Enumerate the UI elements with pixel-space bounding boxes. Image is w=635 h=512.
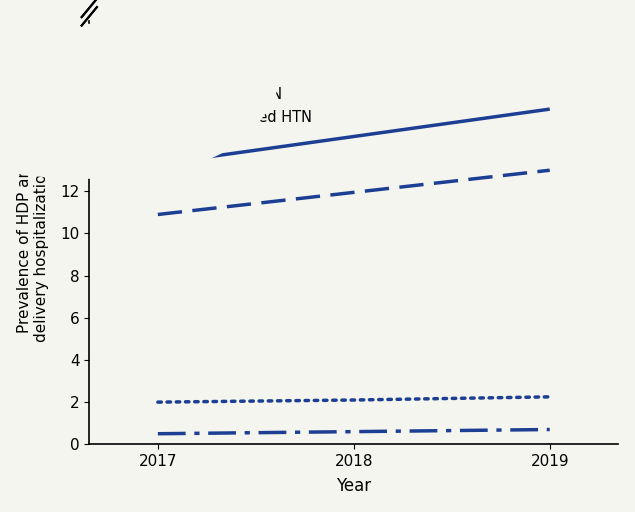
- Chronic HTN: [546, 394, 554, 400]
- PAH: [154, 211, 162, 218]
- Legend: Any HDP, PAH, Chronic HTN, Unspecified HTN: Any HDP, PAH, Chronic HTN, Unspecified H…: [139, 38, 317, 129]
- PAH: [350, 189, 358, 196]
- Y-axis label: Prevalence of HDP among
delivery hospitalizations (%): Prevalence of HDP among delivery hospita…: [17, 125, 49, 342]
- Line: Chronic HTN: Chronic HTN: [158, 397, 550, 402]
- PAH: [546, 167, 554, 173]
- Any HDP: [350, 134, 358, 140]
- Line: Any HDP: Any HDP: [158, 109, 550, 164]
- Line: Unspecified HTN: Unspecified HTN: [158, 430, 550, 434]
- Unspecified HTN: [350, 429, 358, 435]
- Line: PAH: PAH: [158, 170, 550, 215]
- Any HDP: [154, 161, 162, 167]
- Unspecified HTN: [546, 426, 554, 433]
- X-axis label: Year: Year: [337, 477, 371, 495]
- Any HDP: [546, 106, 554, 112]
- Unspecified HTN: [154, 431, 162, 437]
- Chronic HTN: [350, 397, 358, 403]
- Chronic HTN: [154, 399, 162, 405]
